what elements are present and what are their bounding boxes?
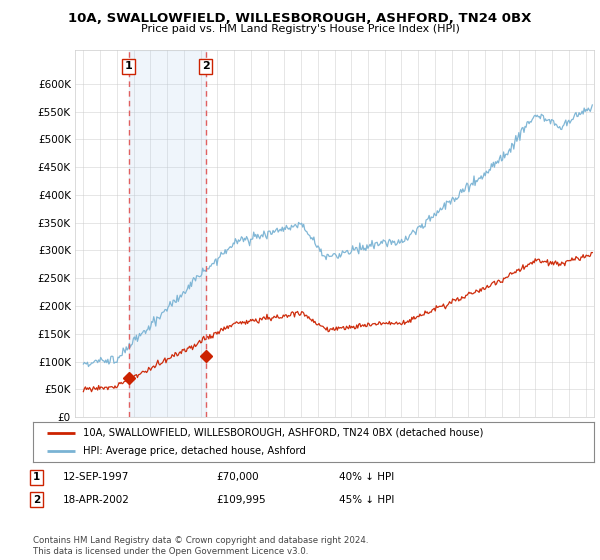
Text: Price paid vs. HM Land Registry's House Price Index (HPI): Price paid vs. HM Land Registry's House … — [140, 24, 460, 34]
Text: 40% ↓ HPI: 40% ↓ HPI — [339, 472, 394, 482]
Text: £109,995: £109,995 — [216, 494, 266, 505]
Text: 1: 1 — [125, 62, 133, 72]
Text: 1: 1 — [33, 472, 40, 482]
Text: 10A, SWALLOWFIELD, WILLESBOROUGH, ASHFORD, TN24 0BX: 10A, SWALLOWFIELD, WILLESBOROUGH, ASHFOR… — [68, 12, 532, 25]
Text: 2: 2 — [33, 494, 40, 505]
Text: 10A, SWALLOWFIELD, WILLESBOROUGH, ASHFORD, TN24 0BX (detached house): 10A, SWALLOWFIELD, WILLESBOROUGH, ASHFOR… — [83, 428, 484, 437]
Text: 12-SEP-1997: 12-SEP-1997 — [63, 472, 130, 482]
Text: Contains HM Land Registry data © Crown copyright and database right 2024.
This d: Contains HM Land Registry data © Crown c… — [33, 536, 368, 556]
Text: 45% ↓ HPI: 45% ↓ HPI — [339, 494, 394, 505]
Text: £70,000: £70,000 — [216, 472, 259, 482]
Text: 2: 2 — [202, 62, 209, 72]
Text: HPI: Average price, detached house, Ashford: HPI: Average price, detached house, Ashf… — [83, 446, 307, 456]
Text: 18-APR-2002: 18-APR-2002 — [63, 494, 130, 505]
Bar — [129, 50, 206, 417]
